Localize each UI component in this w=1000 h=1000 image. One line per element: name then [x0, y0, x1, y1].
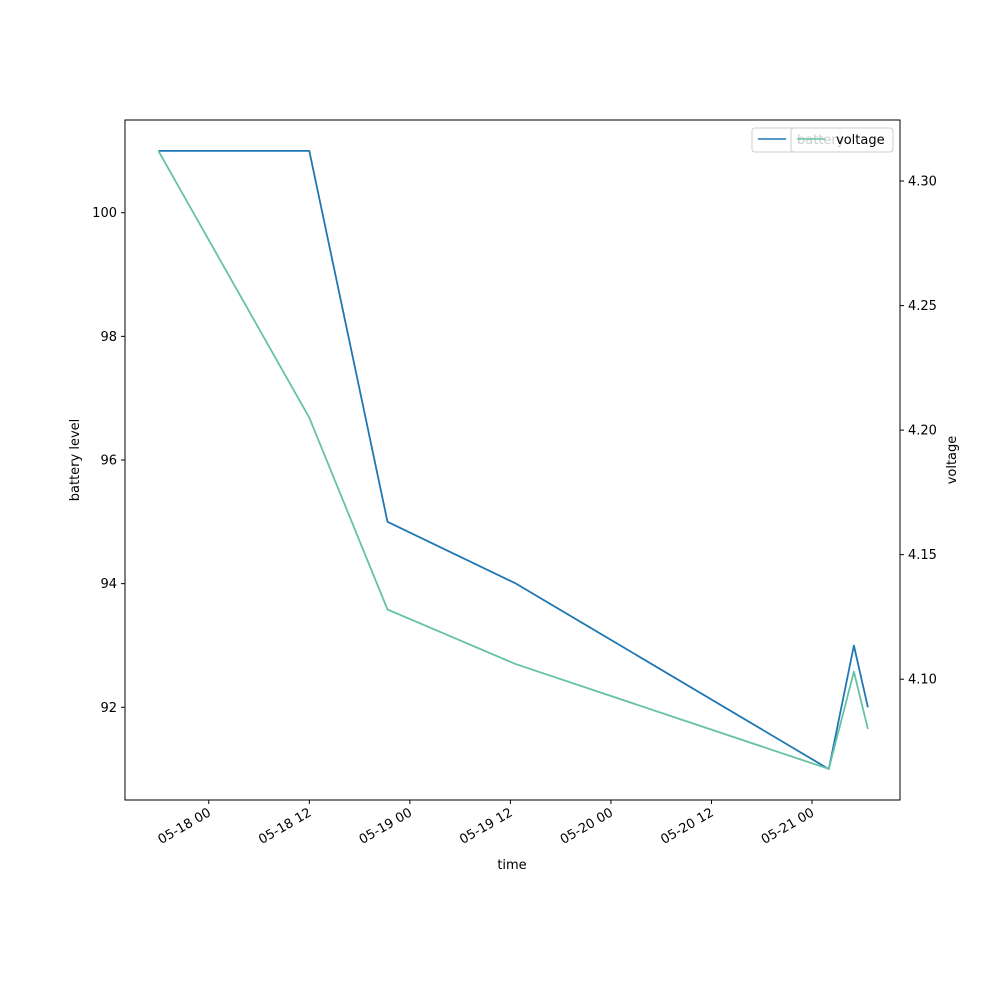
legend-right-box [790, 127, 894, 153]
y-right-tick-label: 4.25 [908, 299, 937, 314]
legend-right-label: voltage [836, 133, 885, 148]
x-tick-label: 05-18 00 [156, 805, 214, 847]
x-axis-label: time [497, 858, 526, 873]
x-tick-label: 05-18 12 [256, 805, 314, 847]
y-left-tick-label: 96 [100, 454, 117, 469]
y-left-tick-label: 98 [100, 330, 117, 345]
y-left-axis-label: battery level [68, 419, 83, 502]
y-right-tick-label: 4.15 [908, 548, 937, 563]
series-layer [157, 149, 869, 770]
y-left-tick-label: 92 [100, 701, 117, 716]
y-left-axis-ticks: 92 94 96 98 100 [92, 206, 125, 716]
x-tick-label: 05-19 12 [457, 805, 515, 847]
y-right-axis-label: voltage [945, 436, 960, 485]
plot-area [124, 119, 901, 801]
y-right-tick-label: 4.20 [908, 424, 937, 439]
x-axis-ticks: 05-18 00 05-18 12 05-19 00 05-19 12 05-20 00… [156, 800, 817, 848]
y-left-tick-label: 100 [92, 206, 117, 221]
x-tick-label: 05-20 00 [558, 805, 616, 847]
y-left-tick-label: 94 [100, 577, 117, 592]
series-line-battery [158, 149, 869, 770]
x-tick-label: 05-21 00 [759, 805, 817, 847]
x-tick-label: 05-20 12 [658, 805, 716, 847]
series-line-voltage [157, 150, 869, 770]
y-right-tick-label: 4.10 [908, 673, 937, 688]
x-tick-label: 05-19 00 [357, 805, 415, 847]
y-right-axis-ticks: 4.10 4.15 4.20 4.25 4.30 [900, 175, 937, 688]
legend-right: voltage [790, 127, 894, 153]
y-right-tick-label: 4.30 [908, 175, 937, 190]
